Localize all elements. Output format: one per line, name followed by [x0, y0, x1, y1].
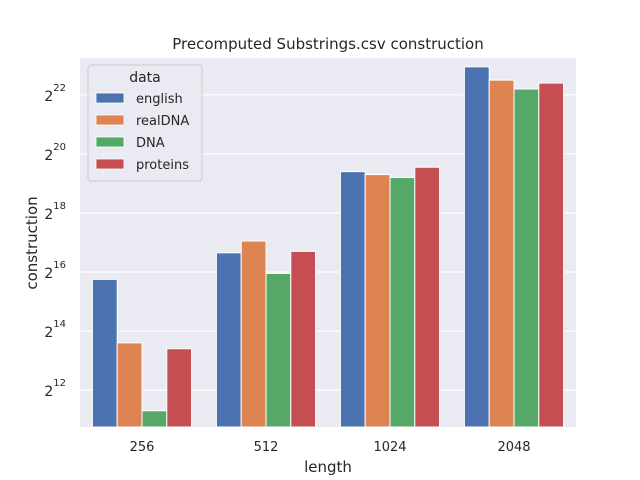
- y-tick-label: 218: [44, 201, 66, 223]
- x-tick-label: 1024: [373, 440, 406, 455]
- x-tick-label: 2048: [497, 440, 530, 455]
- bar-proteins-512: [291, 251, 316, 427]
- chart-title: Precomputed Substrings.csv construction: [172, 35, 484, 53]
- bar-realDNA-256: [117, 343, 142, 427]
- bar-proteins-1024: [415, 167, 440, 427]
- legend-label-english: english: [136, 92, 183, 107]
- y-tick-base: 2: [44, 89, 53, 105]
- x-axis-title: length: [304, 458, 352, 476]
- y-tick-exponent: 12: [53, 378, 66, 389]
- bar-DNA-1024: [390, 178, 415, 427]
- bar-DNA-256: [142, 411, 167, 427]
- y-tick-base: 2: [44, 148, 53, 164]
- legend-label-proteins: proteins: [136, 158, 189, 173]
- bar-english-512: [216, 253, 241, 427]
- bar-DNA-2048: [514, 89, 539, 427]
- y-tick-exponent: 22: [53, 83, 66, 94]
- bar-english-256: [92, 279, 117, 427]
- legend-swatch-english: [96, 93, 124, 103]
- y-tick-label: 214: [44, 319, 66, 341]
- bar-proteins-2048: [539, 83, 564, 427]
- y-tick-base: 2: [44, 207, 53, 223]
- x-tick-labels: 256 512 1024 2048: [130, 440, 531, 455]
- bar-realDNA-2048: [489, 80, 514, 427]
- y-tick-exponent: 20: [53, 142, 66, 153]
- bar-realDNA-512: [241, 241, 266, 427]
- y-axis-title: construction: [23, 196, 41, 289]
- bar-DNA-512: [266, 273, 291, 427]
- legend: data english realDNA DNA proteins: [88, 65, 202, 181]
- legend-title: data: [129, 70, 161, 86]
- legend-swatch-DNA: [96, 137, 124, 147]
- legend-label-realDNA: realDNA: [136, 114, 189, 129]
- y-tick-base: 2: [44, 384, 53, 400]
- y-tick-exponent: 14: [53, 319, 66, 330]
- y-tick-exponent: 18: [53, 201, 66, 212]
- legend-label-DNA: DNA: [136, 136, 165, 151]
- legend-swatch-realDNA: [96, 115, 124, 125]
- y-tick-base: 2: [44, 325, 53, 341]
- x-tick-label: 512: [254, 440, 279, 455]
- y-tick-label: 212: [44, 378, 66, 400]
- bar-english-1024: [340, 172, 365, 427]
- x-tick-label: 256: [130, 440, 155, 455]
- bar-english-2048: [464, 67, 489, 427]
- y-tick-label: 222: [44, 83, 66, 105]
- y-tick-label: 220: [44, 142, 66, 164]
- bar-realDNA-1024: [365, 175, 390, 427]
- bar-proteins-256: [167, 349, 192, 427]
- y-tick-label: 216: [44, 260, 66, 282]
- y-tick-exponent: 16: [53, 260, 66, 271]
- y-tick-base: 2: [44, 266, 53, 282]
- legend-swatch-proteins: [96, 159, 124, 169]
